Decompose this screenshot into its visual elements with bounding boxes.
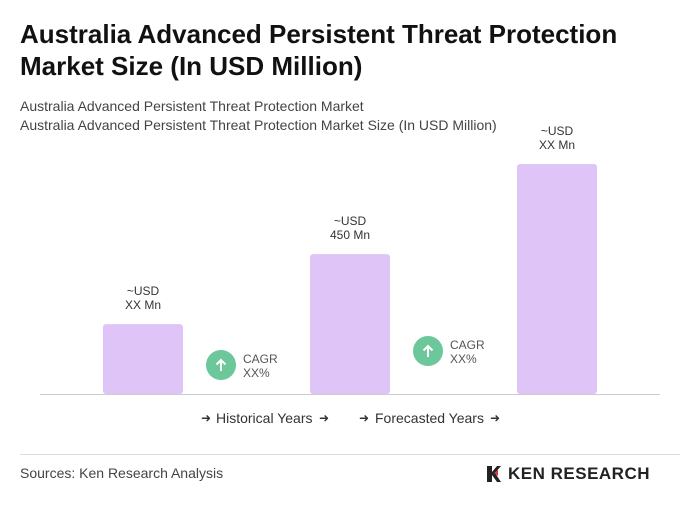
source: Sources: Ken Research Analysis xyxy=(20,465,224,481)
legend-arrow: ➜ xyxy=(319,411,329,425)
bar xyxy=(310,254,390,394)
cagr-label: CAGR XX% xyxy=(450,338,485,366)
subtitle: Australia Advanced Persistent Threat Pro… xyxy=(20,98,364,114)
legend-arrow: ➜ xyxy=(201,411,211,425)
chart-title: Australia Advanced Persistent Threat Pro… xyxy=(20,19,618,81)
legend-arrow: ➜ xyxy=(359,411,369,425)
logo: KEN RESEARCH xyxy=(508,464,651,483)
legend-item: Historical Years xyxy=(216,410,313,426)
bar xyxy=(517,164,597,394)
logo-icon xyxy=(494,470,498,476)
legend-arrow: ➜ xyxy=(490,411,500,425)
value-label: ~USD 450 Mn xyxy=(329,214,371,243)
logo-icon xyxy=(487,466,501,482)
legend-item: Forecasted Years xyxy=(375,410,484,426)
bar xyxy=(103,324,183,394)
value-label: ~USD XX Mn xyxy=(124,284,161,313)
value-label: ~USD XX Mn xyxy=(538,124,575,152)
arrow xyxy=(422,344,434,357)
cagr-label: CAGR XX% xyxy=(243,352,278,380)
arrow xyxy=(215,358,227,371)
subtitle: Australia Advanced Persistent Threat Pro… xyxy=(20,117,497,133)
